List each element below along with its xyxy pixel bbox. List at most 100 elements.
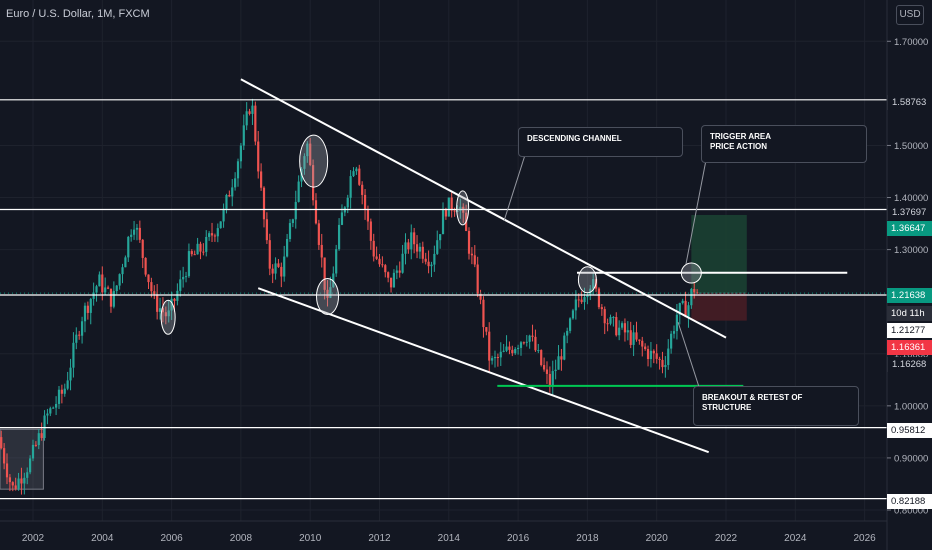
candle[interactable] [696,292,699,294]
candle[interactable] [577,299,580,301]
candle[interactable] [144,257,147,275]
candle[interactable] [11,482,14,486]
candle[interactable] [349,176,352,198]
candle[interactable] [366,209,370,222]
candle[interactable] [450,197,453,211]
candle[interactable] [632,332,635,345]
candle[interactable] [55,403,58,408]
candle[interactable] [248,111,251,114]
candle[interactable] [320,244,323,258]
highlight-circle-1[interactable] [299,134,329,188]
candle[interactable] [161,308,165,313]
channel-lower-line[interactable] [257,287,710,454]
candle[interactable] [138,227,141,240]
candle[interactable] [378,258,381,265]
candle[interactable] [265,219,268,241]
candle[interactable] [346,197,349,208]
candle[interactable] [75,334,78,343]
candle[interactable] [213,235,217,237]
candle[interactable] [554,369,557,372]
candle[interactable] [104,287,107,293]
candle[interactable] [615,317,618,336]
candle[interactable] [3,448,6,464]
candle[interactable] [69,367,72,381]
candle[interactable] [355,168,358,172]
candle[interactable] [80,321,84,336]
candle[interactable] [670,333,673,349]
candle[interactable] [335,249,338,274]
candle[interactable] [583,297,586,303]
candle[interactable] [337,224,341,250]
candle[interactable] [101,274,104,293]
candle[interactable] [216,228,219,237]
candle[interactable] [491,358,494,361]
candle[interactable] [381,264,384,266]
candle[interactable] [277,263,280,267]
candle[interactable] [132,229,136,235]
candle[interactable] [444,209,448,217]
candle[interactable] [329,287,332,298]
candle[interactable] [531,335,534,337]
candle[interactable] [415,244,419,252]
candle[interactable] [638,339,641,341]
candle[interactable] [592,279,595,289]
candle[interactable] [121,267,124,275]
candle[interactable] [413,232,416,245]
candle[interactable] [467,230,471,254]
candle[interactable] [424,258,427,262]
candle[interactable] [193,254,196,256]
candle[interactable] [404,242,407,254]
candle[interactable] [268,240,271,269]
candle[interactable] [456,210,459,212]
candle[interactable] [410,232,413,250]
candle[interactable] [545,369,549,374]
candle[interactable] [600,307,603,310]
candle[interactable] [242,125,245,146]
candle[interactable] [294,201,297,220]
candle[interactable] [14,485,17,489]
candle[interactable] [352,171,355,177]
candle[interactable] [228,194,231,197]
candle[interactable] [522,342,525,344]
candle[interactable] [291,219,294,224]
candle[interactable] [95,286,98,293]
candle[interactable] [375,256,378,259]
candle[interactable] [332,273,335,288]
candle[interactable] [63,388,66,394]
candle[interactable] [234,178,237,188]
candle[interactable] [208,233,211,237]
candle[interactable] [236,161,240,179]
candle[interactable] [557,356,560,370]
candle[interactable] [571,310,575,319]
candle[interactable] [528,335,531,342]
candle[interactable] [239,145,242,162]
candle[interactable] [493,356,497,359]
candle[interactable] [156,294,159,312]
candle[interactable] [618,327,621,336]
candle[interactable] [687,305,690,317]
candle[interactable] [52,407,55,409]
candle[interactable] [363,194,367,210]
candle[interactable] [479,293,482,300]
candle[interactable] [222,208,225,222]
candle[interactable] [560,356,563,360]
candle[interactable] [612,317,615,319]
highlight-circle-6[interactable] [680,262,702,284]
candle[interactable] [202,251,205,253]
candle[interactable] [167,310,170,317]
candle[interactable] [473,255,476,265]
candle[interactable] [153,291,156,295]
candle[interactable] [430,264,433,267]
candle[interactable] [66,380,69,389]
candle[interactable] [675,314,679,332]
trigger-area-note[interactable]: TRIGGER AREA PRICE ACTION [701,125,867,163]
currency-button[interactable]: USD [896,5,924,25]
candle[interactable] [407,242,410,250]
candle[interactable] [199,243,202,252]
candle[interactable] [635,332,638,340]
candle[interactable] [551,371,554,387]
candle[interactable] [470,253,473,256]
candle[interactable] [690,289,693,306]
candle[interactable] [525,341,528,343]
